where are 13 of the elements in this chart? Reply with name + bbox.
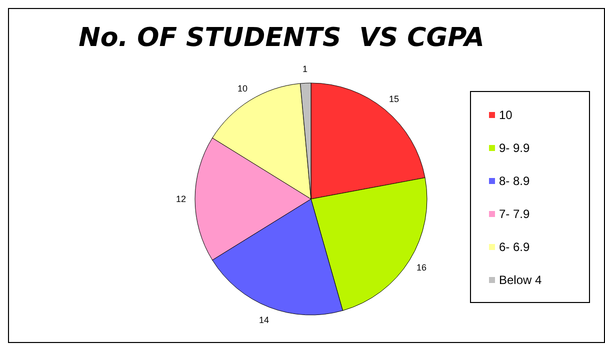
legend-label: 6- 6.9 [499,240,530,254]
legend-label: 9- 9.9 [499,140,530,154]
data-label: 16 [416,262,427,272]
data-label: 14 [259,315,270,326]
data-label: 15 [389,94,400,104]
legend-label: 7- 7.9 [499,206,530,220]
legend-label: 8- 8.9 [499,174,530,188]
chart-title: No. OF STUDENTS VS CGPA [78,23,486,53]
data-label: 10 [238,83,248,94]
data-label: 1 [302,64,308,74]
data-label: 12 [176,194,186,204]
legend-label: Below 4 [499,272,542,286]
legend-label: 10 [499,108,512,122]
